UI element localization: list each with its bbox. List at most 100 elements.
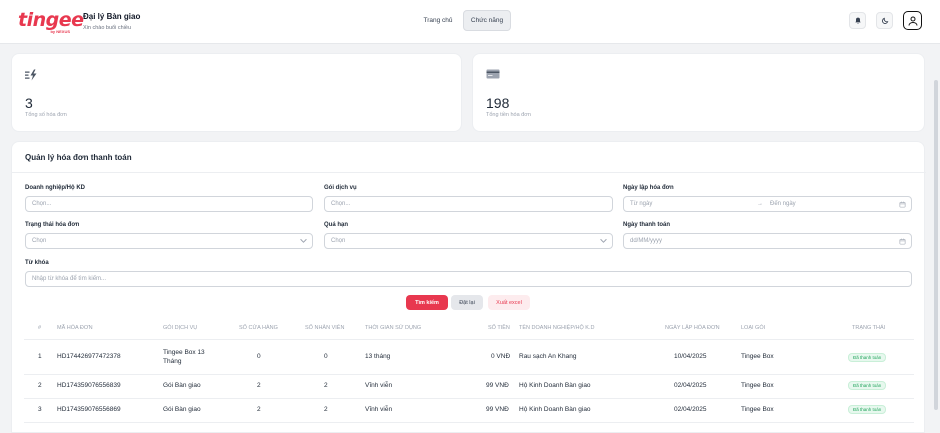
credit-card-icon [486, 69, 500, 79]
lightning-list-icon [25, 69, 37, 81]
invoice-total-value: 198 [486, 95, 510, 111]
logo-subtext: by NEXUS [50, 29, 70, 34]
row-divider [24, 374, 914, 375]
range-arrow-icon: → [757, 201, 763, 207]
overdue-select-placeholder: Chọn [331, 238, 346, 244]
nav-functions[interactable]: Chức năng [463, 10, 511, 31]
row1-business: Rau sạch An Khang [519, 353, 577, 360]
service-select-placeholder: Chọn... [331, 201, 351, 207]
row2-status-badge: Đã thanh toán [848, 381, 887, 390]
status-select-placeholder: Chọn [32, 238, 47, 244]
row2-amount: 99 VNĐ [486, 382, 509, 389]
invoice-date-from[interactable]: Từ ngày [630, 201, 653, 207]
row2-date: 02/04/2025 [674, 382, 707, 389]
invoice-date-to[interactable]: Đến ngày [770, 201, 796, 207]
status-filter-label: Trạng thái hóa đơn [25, 222, 80, 228]
pay-date-label: Ngày thanh toán [623, 222, 671, 228]
divider [12, 172, 926, 173]
row1-code[interactable]: HD174426977472378 [57, 353, 121, 360]
keyword-label: Từ khóa [25, 260, 49, 266]
row3-code[interactable]: HD174359076556869 [57, 406, 121, 413]
row2-index: 2 [38, 382, 42, 389]
row1-stores: 0 [257, 353, 261, 360]
row2-staff: 2 [324, 382, 328, 389]
row3-business: Hộ Kinh Doanh Bàn giao [519, 406, 591, 413]
service-filter-label: Gói dịch vụ [324, 185, 357, 191]
stat-card-invoice-total: 198 Tổng tiền hóa đơn [472, 53, 925, 132]
pay-date-picker[interactable]: dd/MM/yyyy [623, 233, 912, 249]
moon-icon [881, 17, 888, 24]
business-select[interactable]: Chọn... [25, 196, 313, 212]
overdue-select[interactable]: Chọn [324, 233, 613, 249]
row3-status-badge: Đã thanh toán [848, 405, 887, 414]
row3-amount: 99 VNĐ [486, 406, 509, 413]
row3-staff: 2 [324, 406, 328, 413]
chevron-down-icon [600, 238, 607, 243]
row3-stores: 2 [257, 406, 261, 413]
th-duration: Thời gian sử dụng [365, 325, 422, 331]
row1-type: Tingee Box [741, 353, 774, 360]
notification-button[interactable] [849, 12, 866, 29]
th-package-type: Loại gói [741, 325, 766, 331]
calendar-icon [899, 201, 906, 207]
invoice-count-value: 3 [25, 95, 33, 111]
row2-service: Gói Bàn giao [163, 382, 201, 389]
row2-type: Tingee Box [741, 382, 774, 389]
row2-business: Hộ Kinh Doanh Bàn giao [519, 382, 591, 389]
row3-service: Gói Bàn giao [163, 406, 201, 413]
bell-icon [854, 17, 861, 24]
row1-service: Tingee Box 13 Tháng [163, 349, 205, 365]
search-button[interactable]: Tìm kiếm [406, 295, 448, 310]
th-staff: Số nhân viên [305, 325, 345, 331]
agency-info: Đại lý Bàn giao Xin chào buổi chiều [83, 12, 140, 32]
row1-amount: 0 VNĐ [491, 353, 511, 360]
th-business: Tên doanh nghiệp/Hộ K.D [519, 325, 595, 331]
business-select-placeholder: Chọn... [32, 201, 52, 207]
invoice-management-panel: Quản lý hóa đơn thanh toán Doanh nghiệp/… [11, 141, 926, 433]
row3-duration: Vĩnh viễn [365, 406, 393, 413]
invoice-date-range-picker[interactable]: Từ ngày → Đến ngày [623, 196, 912, 212]
th-invoice-code: Mã hóa đơn [57, 325, 93, 331]
calendar-icon [899, 238, 906, 244]
chevron-down-icon [300, 238, 307, 243]
invoice-count-label: Tổng số hóa đơn [25, 112, 67, 118]
invoice-total-label: Tổng tiền hóa đơn [486, 112, 531, 118]
overdue-filter-label: Quá hạn [324, 222, 349, 228]
row2-code[interactable]: HD174359076556839 [57, 382, 121, 389]
panel-title: Quản lý hóa đơn thanh toán [25, 153, 132, 162]
page-scrollbar[interactable] [934, 80, 938, 410]
export-excel-button[interactable]: Xuất excel [488, 295, 530, 310]
row-divider [24, 398, 914, 399]
top-header: tingee by NEXUS Đại lý Bàn giao Xin chào… [0, 0, 940, 44]
row3-date: 02/04/2025 [674, 406, 707, 413]
greeting-text: Xin chào buổi chiều [83, 25, 132, 31]
row2-duration: Vĩnh viễn [365, 382, 393, 389]
th-index: # [38, 325, 42, 331]
user-icon [908, 16, 917, 26]
row2-stores: 2 [257, 382, 261, 389]
row3-index: 3 [38, 406, 42, 413]
business-filter-label: Doanh nghiệp/Hộ KD [25, 185, 85, 191]
row1-date: 10/04/2025 [674, 353, 707, 360]
row1-staff: 0 [324, 353, 328, 360]
theme-toggle-button[interactable] [876, 12, 893, 29]
th-invoice-date: Ngày lập hóa đơn [665, 325, 720, 331]
th-amount: Số tiền [488, 325, 510, 331]
user-profile-button[interactable] [903, 11, 922, 30]
table-header-divider [24, 339, 914, 340]
nav-home[interactable]: Trang chủ [423, 17, 453, 24]
reset-button[interactable]: Đặt lại [451, 295, 483, 310]
service-select[interactable]: Chọn... [324, 196, 613, 212]
th-service: Gói dịch vụ [163, 325, 198, 331]
row3-type: Tingee Box [741, 406, 774, 413]
tingee-logo[interactable]: tingee by NEXUS [18, 9, 84, 36]
th-stores: Số cửa hàng [239, 325, 278, 331]
row1-duration: 13 tháng [365, 353, 391, 360]
th-status: Trạng thái [852, 325, 886, 331]
logo-text: tingee [18, 9, 84, 31]
pay-date-placeholder: dd/MM/yyyy [630, 238, 663, 244]
keyword-input[interactable]: Nhập từ khóa để tìm kiếm... [25, 271, 912, 287]
row1-index: 1 [38, 353, 42, 360]
stat-card-invoice-count: 3 Tổng số hóa đơn [11, 53, 462, 132]
status-select[interactable]: Chọn [25, 233, 313, 249]
